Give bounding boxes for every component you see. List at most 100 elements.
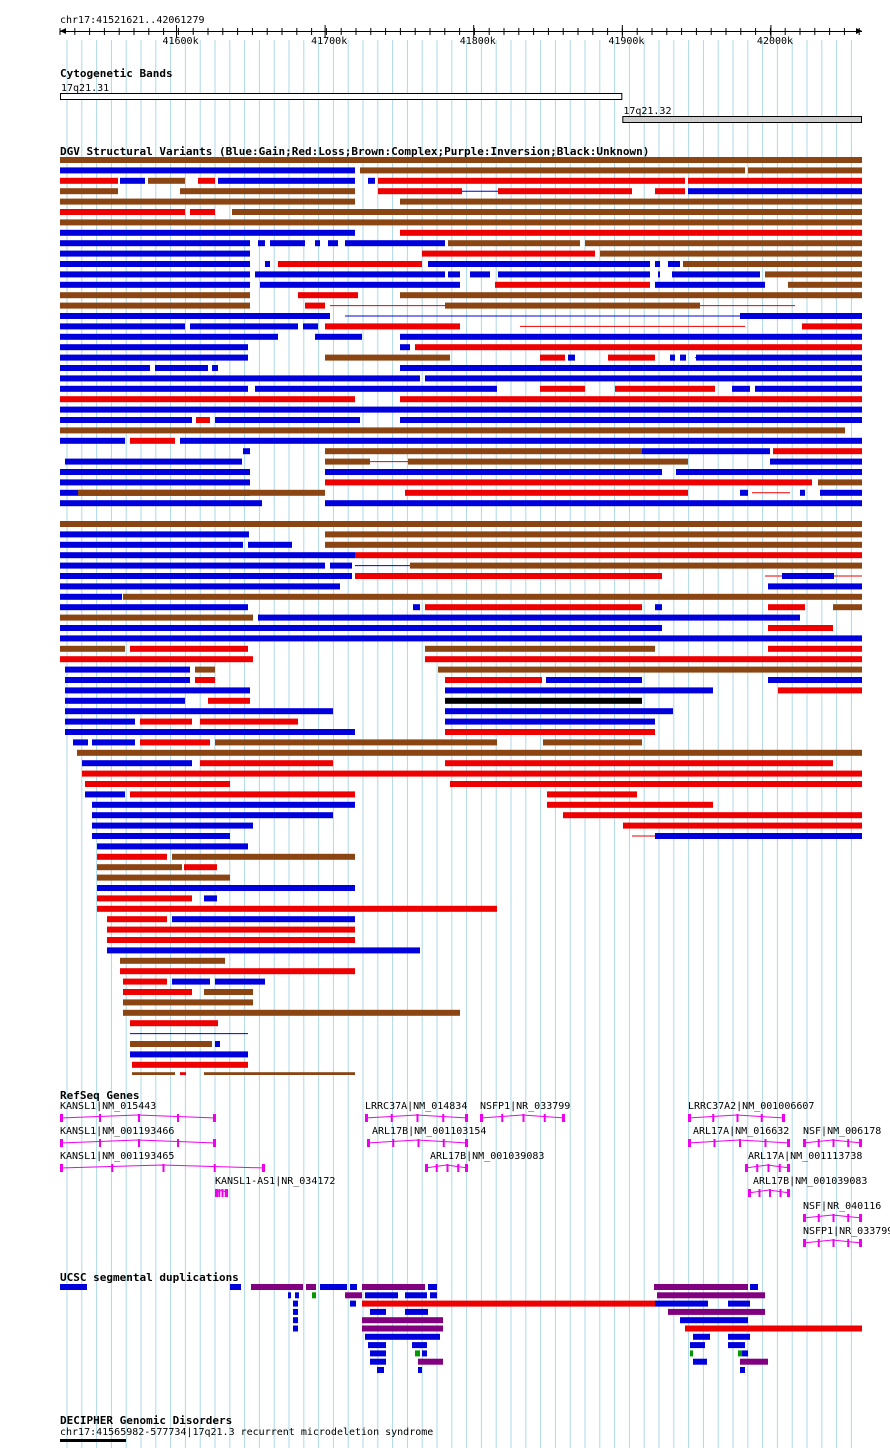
segdup-feature[interactable] [312,1292,316,1299]
dgv-feature[interactable] [65,687,250,694]
dgv-feature[interactable] [60,271,250,278]
dgv-feature[interactable] [425,375,862,382]
dgv-feature[interactable] [655,604,662,611]
segdup-feature[interactable] [750,1284,758,1290]
dgv-feature[interactable] [400,344,410,351]
dgv-feature[interactable] [60,406,862,413]
dgv-feature[interactable] [85,791,125,798]
dgv-feature[interactable] [680,354,686,361]
segdup-feature[interactable] [422,1350,427,1357]
dgv-feature[interactable] [215,739,497,746]
dgv-feature[interactable] [833,604,862,611]
dgv-feature[interactable] [172,978,210,985]
dgv-feature[interactable] [190,323,298,330]
dgv-feature[interactable] [97,853,167,860]
dgv-feature[interactable] [60,531,249,538]
segdup-feature[interactable] [293,1308,298,1315]
dgv-feature[interactable] [325,323,460,330]
dgv-feature[interactable] [190,209,215,215]
dgv-feature[interactable] [543,739,642,746]
dgv-feature[interactable] [668,261,680,267]
dgv-feature[interactable] [768,583,862,590]
segdup-feature[interactable] [728,1342,745,1349]
dgv-feature[interactable] [60,417,192,423]
dgv-feature[interactable] [65,677,190,683]
segdup-feature[interactable] [418,1367,422,1373]
dgv-feature[interactable] [248,541,292,548]
dgv-feature[interactable] [60,625,662,631]
dgv-feature[interactable] [445,677,542,683]
dgv-feature[interactable] [232,209,862,215]
dgv-feature[interactable] [82,770,862,777]
dgv-feature[interactable] [60,177,118,184]
segdup-feature[interactable] [293,1317,298,1324]
dgv-feature[interactable] [773,448,862,455]
segdup-feature[interactable] [362,1317,443,1324]
segdup-feature[interactable] [655,1300,708,1307]
segdup-feature[interactable] [251,1284,303,1290]
dgv-feature[interactable] [204,1072,355,1075]
dgv-feature[interactable] [405,489,688,496]
dgv-feature[interactable] [123,978,167,985]
dgv-feature[interactable] [140,739,210,746]
dgv-feature[interactable] [204,895,217,902]
dgv-feature[interactable] [547,801,713,808]
dgv-feature[interactable] [778,687,862,694]
dgv-feature[interactable] [60,541,243,548]
dgv-feature[interactable] [120,177,145,184]
dgv-feature[interactable] [450,781,862,787]
dgv-feature[interactable] [410,562,862,569]
dgv-feature[interactable] [60,302,250,309]
dgv-feature[interactable] [60,313,330,319]
segdup-feature[interactable] [405,1308,428,1315]
segdup-feature[interactable] [60,1284,87,1290]
dgv-feature[interactable] [92,801,355,808]
dgv-feature[interactable] [413,604,420,611]
dgv-feature[interactable] [740,489,748,496]
dgv-feature[interactable] [445,708,673,715]
dgv-feature[interactable] [195,666,215,673]
dgv-feature[interactable] [180,437,862,444]
dgv-feature[interactable] [77,749,862,756]
dgv-feature[interactable] [368,177,375,184]
dgv-feature[interactable] [765,271,862,278]
dgv-feature[interactable] [445,718,655,725]
dgv-feature[interactable] [92,812,333,819]
segdup-feature[interactable] [668,1308,765,1315]
segdup-feature[interactable] [740,1358,768,1365]
segdup-feature[interactable] [690,1350,693,1357]
dgv-feature[interactable] [378,177,685,184]
dgv-feature[interactable] [120,968,355,975]
dgv-feature[interactable] [315,333,362,340]
dgv-feature[interactable] [696,354,862,361]
segdup-feature[interactable] [685,1325,862,1332]
segdup-feature[interactable] [405,1292,427,1299]
segdup-feature[interactable] [293,1300,298,1307]
segdup-feature[interactable] [350,1284,357,1290]
dgv-feature[interactable] [60,209,185,215]
dgv-feature[interactable] [65,458,242,465]
dgv-feature[interactable] [60,167,355,174]
dgv-feature[interactable] [60,188,118,195]
segdup-feature[interactable] [288,1292,291,1299]
dgv-feature[interactable] [60,604,248,611]
dgv-feature[interactable] [768,604,805,611]
dgv-feature[interactable] [425,604,642,611]
dgv-feature[interactable] [123,999,253,1006]
dgv-feature[interactable] [355,573,662,579]
dgv-feature[interactable] [60,645,125,652]
dgv-feature[interactable] [688,188,862,195]
dgv-feature[interactable] [470,271,490,278]
segdup-feature[interactable] [370,1308,386,1315]
dgv-feature[interactable] [748,167,862,174]
dgv-feature[interactable] [204,989,253,995]
dgv-feature[interactable] [92,833,230,839]
dgv-feature[interactable] [303,323,318,330]
dgv-feature[interactable] [60,396,355,403]
dgv-feature[interactable] [60,229,355,236]
dgv-feature[interactable] [498,188,632,195]
dgv-feature[interactable] [325,469,662,475]
dgv-feature[interactable] [92,822,253,829]
dgv-feature[interactable] [278,261,422,267]
dgv-feature[interactable] [60,562,325,569]
